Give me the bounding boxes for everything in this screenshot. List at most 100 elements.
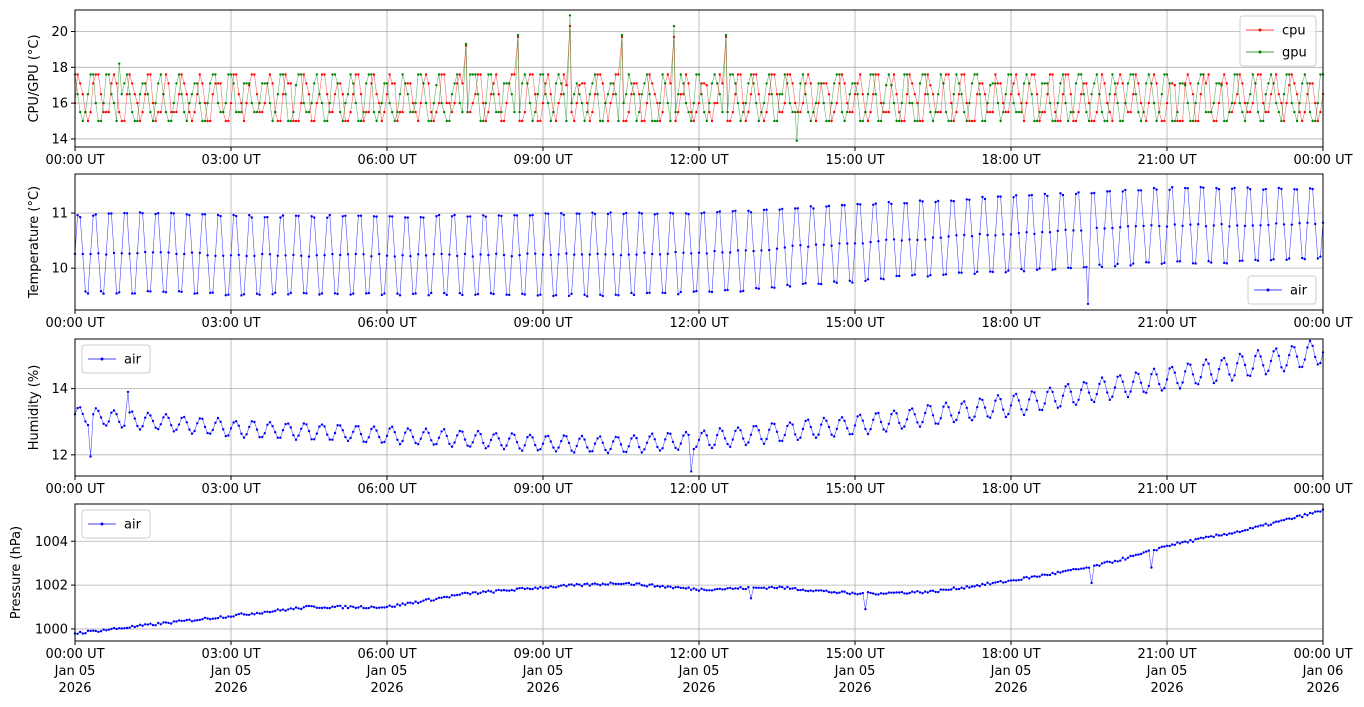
data-point-air (105, 253, 108, 256)
data-point-air (313, 438, 316, 441)
data-point-air (1002, 408, 1005, 411)
data-point-gpu (266, 82, 269, 85)
data-point-air (851, 432, 854, 436)
data-point-air (1262, 364, 1265, 367)
data-point-gpu (630, 82, 633, 85)
data-point-air (1163, 261, 1166, 264)
data-point-air (500, 589, 503, 592)
data-point-air (227, 615, 230, 618)
data-point-air (989, 416, 992, 419)
data-point-air (1048, 573, 1052, 577)
data-point-air (146, 623, 149, 626)
data-point-gpu (107, 73, 111, 76)
data-point-cpu (323, 73, 326, 76)
data-point-air (508, 437, 511, 440)
data-point-cpu (947, 73, 950, 76)
data-point-air (372, 425, 376, 428)
data-point-air (253, 613, 256, 616)
data-point-gpu (391, 110, 394, 114)
data-point-air (869, 240, 872, 244)
data-point-cpu (211, 93, 214, 96)
data-point-air (349, 293, 352, 296)
data-point-air (718, 427, 721, 430)
data-point-air (700, 212, 703, 215)
data-point-air (560, 439, 563, 443)
data-point-cpu (840, 73, 844, 76)
data-point-gpu (346, 93, 350, 96)
data-point-air (1025, 408, 1028, 411)
data-point-air (84, 290, 87, 293)
data-point-air (627, 445, 630, 448)
data-point-gpu (1272, 82, 1275, 85)
data-point-air (357, 425, 360, 428)
data-point-air (414, 441, 417, 445)
data-point-cpu (682, 93, 685, 96)
data-point-gpu (814, 101, 818, 105)
data-point-gpu (690, 119, 693, 123)
data-point-cpu (718, 73, 721, 76)
data-point-air (661, 447, 664, 450)
data-point-air (404, 431, 407, 434)
data-point-air (1264, 522, 1268, 525)
data-point-gpu (1178, 82, 1182, 85)
data-point-air (604, 583, 607, 586)
data-point-cpu (253, 73, 256, 76)
data-point-cpu (973, 119, 976, 123)
data-point-gpu (409, 110, 412, 114)
data-point-cpu (406, 82, 409, 85)
data-point-gpu (248, 82, 251, 85)
data-point-cpu (409, 82, 412, 85)
data-point-gpu (817, 82, 820, 85)
data-point-air (102, 628, 105, 631)
data-point-air (913, 591, 916, 594)
data-point-gpu (131, 110, 134, 114)
data-point-gpu (632, 93, 636, 96)
data-point-gpu (1306, 82, 1309, 85)
data-point-air (1178, 260, 1182, 263)
data-point-gpu (531, 119, 534, 123)
data-point-cpu (339, 82, 342, 85)
data-point-air (1173, 223, 1177, 226)
data-point-air (185, 213, 188, 216)
data-point-air (177, 619, 181, 622)
data-point-cpu (76, 73, 79, 76)
data-point-air (1269, 359, 1273, 363)
data-point-cpu (895, 93, 898, 96)
data-point-air (1155, 549, 1158, 552)
data-point-air (409, 601, 412, 604)
data-point-gpu (1280, 119, 1283, 123)
data-point-air (505, 444, 508, 447)
data-point-air (323, 425, 326, 428)
data-point-air (1249, 188, 1252, 191)
data-point-air (346, 253, 350, 256)
data-point-cpu (1009, 93, 1013, 96)
data-point-air (406, 427, 409, 430)
data-point-air (128, 626, 131, 629)
data-point-air (801, 427, 805, 431)
data-point-gpu (568, 14, 572, 17)
data-point-cpu (861, 93, 864, 96)
data-point-air (861, 591, 864, 595)
data-point-air (632, 293, 636, 297)
data-point-air (612, 582, 615, 585)
data-point-air (786, 283, 789, 287)
data-point-air (1085, 265, 1088, 269)
data-point-cpu (378, 101, 381, 105)
data-point-air (1293, 517, 1296, 520)
data-point-air (354, 252, 357, 256)
data-point-air (149, 290, 152, 293)
data-point-gpu (500, 110, 503, 114)
data-point-gpu (724, 33, 728, 37)
data-point-air (965, 406, 968, 410)
data-point-air (804, 282, 807, 285)
data-point-gpu (89, 73, 92, 76)
data-point-air (453, 441, 456, 444)
data-point-air (466, 215, 469, 218)
data-point-cpu (1204, 82, 1208, 85)
x-tick-label: 00:00 UT (1293, 316, 1352, 331)
data-point-air (268, 610, 272, 614)
y-tick-label: 11 (51, 207, 68, 222)
data-point-air (326, 606, 329, 610)
data-point-air (193, 619, 196, 622)
data-point-gpu (292, 110, 295, 114)
